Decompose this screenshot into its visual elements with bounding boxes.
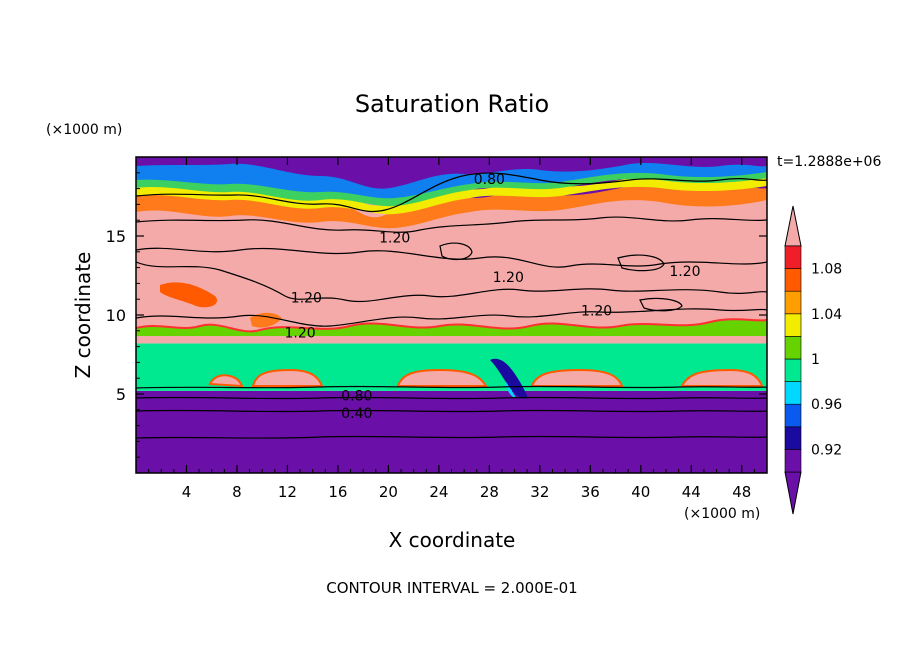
x-tick-label-44: 44 [682, 483, 701, 501]
upper-band-yellow [136, 175, 767, 215]
chart-title: Saturation Ratio [355, 90, 549, 118]
colorbar-segment-1 [784, 426, 802, 450]
y-tick-label-5: 5 [116, 385, 126, 404]
colorbar-label-3: 1.04 [811, 307, 842, 323]
colorbar-segment-0 [784, 449, 802, 473]
colorbar-label-2: 1 [811, 352, 820, 368]
colorbar-label-1: 0.96 [811, 397, 842, 413]
y-axis-label: Z coordinate [71, 252, 95, 379]
colorbar-segment-7 [784, 290, 802, 315]
x-tick-label-12: 12 [278, 483, 297, 501]
contour-080-upper [136, 172, 767, 213]
contour-label-3: 1.20 [669, 264, 700, 280]
contour-label-6: 1.20 [284, 325, 315, 341]
contour-label-8: 0.40 [341, 406, 372, 422]
x-tick-label-48: 48 [732, 483, 751, 501]
x-unit-label: (×1000 m) [684, 506, 760, 522]
field-layer-0 [136, 390, 767, 473]
colorbar-label-4: 1.08 [811, 262, 842, 278]
x-tick-label-36: 36 [581, 483, 600, 501]
y-tick-label-10: 10 [106, 306, 126, 325]
colorbar-under-triangle [784, 471, 802, 515]
colorbar-over-triangle [784, 205, 802, 247]
contour-120-lower [136, 308, 767, 327]
cyan-plume [506, 382, 516, 398]
contour-label-2: 1.20 [493, 270, 524, 286]
upper-band-orange [136, 181, 767, 229]
colorbar-segment-9 [784, 245, 802, 269]
x-tick-label-20: 20 [379, 483, 398, 501]
colorbar-segment-4 [784, 358, 802, 382]
time-label: t=1.2888e+06 [777, 154, 881, 170]
field-layer-top [136, 157, 767, 165]
y-tick-label-15: 15 [106, 227, 126, 246]
contour-label-4: 1.20 [291, 291, 322, 307]
contour-120-mid-1 [136, 247, 767, 268]
plot-area: 0.801.201.20 1.201.201.201.200.800.40 [136, 157, 767, 473]
dome-patch-3 [530, 368, 624, 387]
x-axis-label: X coordinate [389, 528, 516, 552]
colorbar-segment-5 [784, 336, 802, 360]
contour-label-7: 0.80 [341, 389, 372, 405]
upper-band-blue [136, 163, 767, 199]
contour-base-upper [136, 385, 767, 389]
x-tick-label-24: 24 [429, 483, 448, 501]
dome-patch-0 [208, 374, 244, 388]
x-tick-label-28: 28 [480, 483, 499, 501]
contour-patch-1 [439, 242, 473, 261]
red-boundary-line [136, 318, 767, 333]
y-axis-ticks: 5 10 15 [106, 172, 767, 458]
dome-patch-1 [251, 368, 324, 387]
colorbar-segment-8 [784, 268, 802, 292]
contour-120-upper [136, 216, 767, 233]
x-axis-ticks: 4 8 12 16 20 24 28 32 36 40 44 48 [148, 157, 755, 501]
x-tick-label-16: 16 [328, 483, 347, 501]
contour-040-lower [136, 409, 767, 413]
contour-label-1: 1.20 [379, 231, 410, 247]
blue-plume [490, 358, 528, 399]
colorbar: 0.92 0.96 1 1.04 1.08 [784, 205, 842, 515]
field-layer-2 [136, 199, 767, 344]
dome-patch-2 [396, 368, 488, 387]
contour-label-5: 1.20 [581, 303, 612, 319]
dome-patch-4 [680, 368, 764, 387]
contour-lowest [136, 435, 767, 439]
contour-interval-footer: CONTOUR INTERVAL = 2.000E-01 [326, 579, 577, 597]
contour-labels: 0.801.201.20 1.201.201.201.200.800.40 [284, 172, 700, 422]
contour-patch-3 [639, 297, 683, 312]
colorbar-segment-3 [784, 381, 802, 405]
green-boundary-upper [136, 319, 767, 336]
orange-patch-mid [250, 312, 282, 328]
x-tick-label-8: 8 [232, 483, 242, 501]
contour-120-mid-2 [136, 261, 767, 303]
contour-lines [136, 172, 767, 439]
colorbar-segment-2 [784, 403, 802, 428]
y-unit-label: (×1000 m) [46, 122, 122, 138]
colorbar-segment-6 [784, 313, 802, 337]
orange-patch-left [160, 282, 218, 308]
contour-patch-2 [617, 254, 665, 272]
contour-label-0: 0.80 [474, 172, 505, 188]
x-tick-label-4: 4 [182, 483, 192, 501]
contour-080-lower [136, 396, 767, 400]
colorbar-label-0: 0.92 [811, 442, 842, 458]
x-tick-label-32: 32 [530, 483, 549, 501]
x-tick-label-40: 40 [631, 483, 650, 501]
